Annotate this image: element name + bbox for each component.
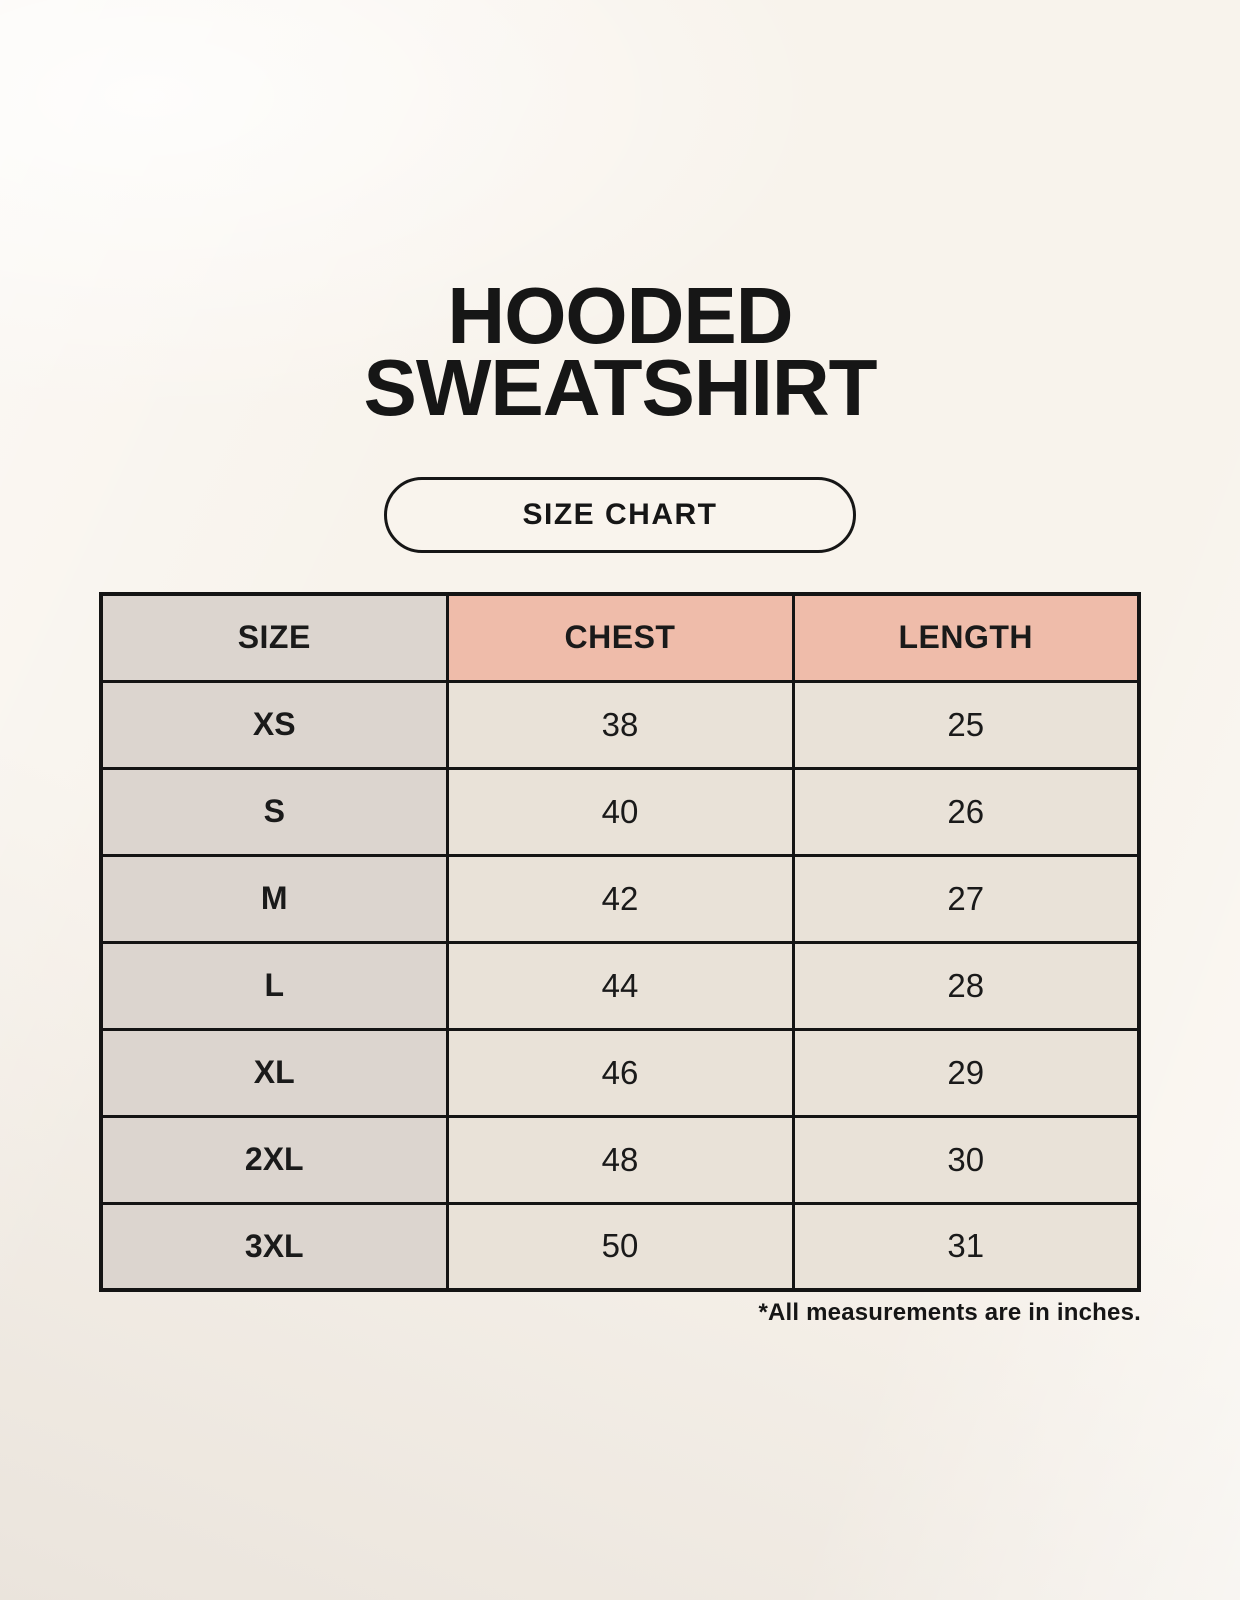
table-row-2xl: 2XL 48 30	[99, 1114, 1141, 1205]
header-cell-size: SIZE	[99, 592, 449, 683]
table-row-xs: XS 38 25	[99, 679, 1141, 770]
length-cell: 31	[791, 1201, 1141, 1292]
header-cell-chest: CHEST	[445, 592, 795, 683]
page-title-line2: SWEATSHIRT	[363, 343, 878, 432]
table-row-s: S 40 26	[99, 766, 1141, 857]
chest-cell: 44	[445, 940, 795, 1031]
chest-cell: 40	[445, 766, 795, 857]
length-cell: 26	[791, 766, 1141, 857]
table-row-3xl: 3XL 50 31	[99, 1201, 1141, 1292]
measurements-footnote: *All measurements are in inches.	[758, 1299, 1141, 1326]
size-chart-badge-label: SIZE CHART	[522, 498, 718, 531]
table-row-m: M 42 27	[99, 853, 1141, 944]
size-table-section: SIZE CHEST LENGTH XS 38 25 S 40 26 M 42 …	[99, 592, 1141, 1327]
header-cell-length: LENGTH	[791, 592, 1141, 683]
length-cell: 28	[791, 940, 1141, 1031]
table-row-l: L 44 28	[99, 940, 1141, 1031]
size-cell: L	[99, 940, 449, 1031]
chest-cell: 50	[445, 1201, 795, 1292]
chest-cell: 46	[445, 1027, 795, 1118]
table-header-row: SIZE CHEST LENGTH	[99, 592, 1141, 683]
size-cell: S	[99, 766, 449, 857]
length-cell: 29	[791, 1027, 1141, 1118]
length-cell: 27	[791, 853, 1141, 944]
length-cell: 30	[791, 1114, 1141, 1205]
table-row-xl: XL 46 29	[99, 1027, 1141, 1118]
page-title: HOODED SWEATSHIRT	[0, 276, 1240, 428]
size-cell: 2XL	[99, 1114, 449, 1205]
size-chart-badge: SIZE CHART	[384, 477, 856, 553]
chest-cell: 48	[445, 1114, 795, 1205]
length-cell: 25	[791, 679, 1141, 770]
page-title-line1: HOODED	[447, 271, 793, 360]
size-table: SIZE CHEST LENGTH XS 38 25 S 40 26 M 42 …	[99, 592, 1141, 1292]
size-cell: XL	[99, 1027, 449, 1118]
chest-cell: 42	[445, 853, 795, 944]
size-cell: M	[99, 853, 449, 944]
chest-cell: 38	[445, 679, 795, 770]
size-cell: 3XL	[99, 1201, 449, 1292]
size-cell: XS	[99, 679, 449, 770]
